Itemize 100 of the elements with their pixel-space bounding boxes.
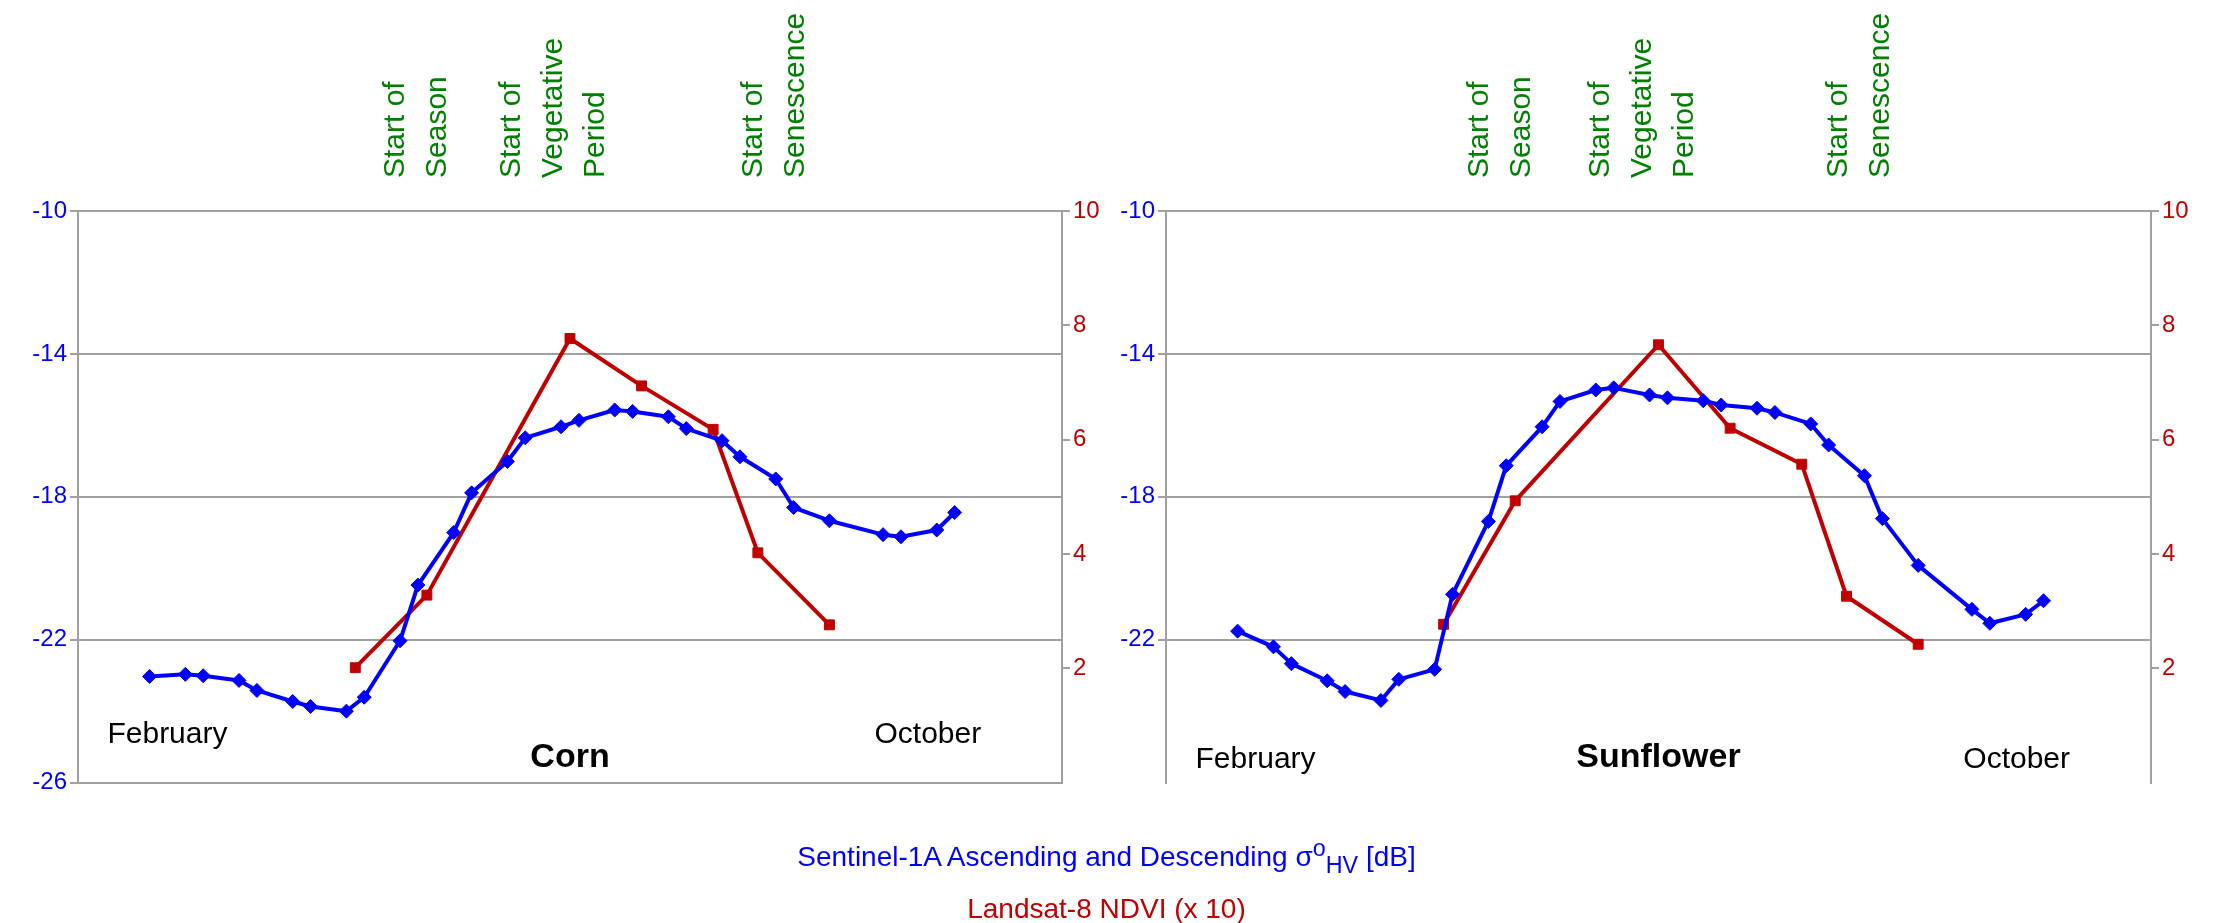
- y-tick-label: -26: [32, 767, 67, 795]
- y-tick-label: -22: [1120, 624, 1155, 652]
- point: [195, 668, 211, 684]
- point: [1695, 393, 1711, 409]
- point: [410, 577, 426, 593]
- point: [1391, 671, 1407, 687]
- point: [821, 513, 837, 529]
- point: [392, 633, 408, 649]
- point: [1373, 692, 1389, 708]
- point: [1767, 404, 1783, 420]
- point: [1856, 468, 1872, 484]
- point: [499, 453, 515, 469]
- x-tick-label: February: [107, 715, 228, 749]
- point: [1427, 661, 1443, 677]
- point: [1498, 458, 1514, 474]
- point: [231, 672, 247, 688]
- y-tick-label: -10: [32, 195, 67, 223]
- text: Sentinel-1A Ascending and Descending σ$^{o}$$_{HV}$ [dB]: [796, 834, 1417, 880]
- point: [446, 525, 462, 541]
- y2-tick-label: 2: [2162, 652, 2176, 680]
- point: [1445, 586, 1461, 602]
- text: Start of Senescence: [1820, 12, 1896, 178]
- point: [1964, 601, 1980, 617]
- point: [1606, 380, 1622, 396]
- text: Start of Vegetative Period: [1582, 37, 1700, 178]
- y2-tick-label: 2: [1073, 652, 1087, 680]
- y2-tick-label: 8: [2162, 309, 2176, 337]
- point: [1724, 422, 1736, 434]
- text: Landsat-8 NDVI (x 10): [966, 891, 1247, 923]
- point: [177, 666, 193, 682]
- point: [1552, 393, 1568, 409]
- point: [571, 412, 587, 428]
- point: [1588, 382, 1604, 398]
- point: [1841, 590, 1852, 602]
- y2-tick-label: 10: [2162, 195, 2189, 223]
- point: [1319, 673, 1335, 689]
- text: Start of Vegetative Period: [493, 37, 611, 178]
- x-tick-label: October: [874, 715, 982, 749]
- point: [768, 471, 784, 487]
- y-tick-label: -14: [32, 338, 67, 366]
- point: [823, 619, 835, 631]
- point: [1337, 684, 1353, 699]
- point: [1713, 397, 1729, 413]
- point: [929, 522, 945, 538]
- x-tick-label: October: [1963, 740, 2071, 774]
- point: [1912, 638, 1924, 650]
- point: [1803, 416, 1819, 432]
- point: [1509, 495, 1521, 507]
- point: [1910, 557, 1926, 573]
- point: [142, 669, 158, 684]
- point: [303, 699, 319, 715]
- point: [1230, 623, 1246, 639]
- y-tick-label: -18: [1120, 481, 1155, 509]
- point: [421, 589, 433, 601]
- point: [1642, 387, 1658, 403]
- point: [1265, 639, 1281, 655]
- point: [564, 333, 576, 344]
- point: [678, 421, 694, 437]
- point: [947, 505, 963, 521]
- point: [1659, 390, 1675, 406]
- point: [636, 380, 648, 392]
- point: [1796, 458, 1808, 470]
- text: Start of Senescence: [735, 12, 811, 178]
- point: [786, 500, 802, 516]
- y-tick-label: -10: [1120, 195, 1155, 223]
- point: [660, 409, 676, 425]
- point: [1534, 419, 1550, 435]
- point: [707, 423, 719, 435]
- y2-tick-label: 6: [2162, 424, 2176, 452]
- point: [1821, 437, 1837, 453]
- y2-tick-label: 8: [1073, 309, 1087, 337]
- text: Sunflower: [1576, 735, 1741, 774]
- point: [893, 529, 909, 545]
- text: Corn: [530, 735, 610, 774]
- y2-tick-label: 10: [1073, 195, 1100, 223]
- point: [553, 419, 569, 435]
- x-tick-label: February: [1195, 740, 1316, 774]
- y-tick-label: -14: [1120, 338, 1155, 366]
- point: [1982, 615, 1998, 631]
- point: [732, 449, 748, 465]
- y-tick-label: -22: [32, 624, 67, 652]
- point: [1874, 511, 1890, 527]
- point: [1749, 400, 1765, 416]
- point: [285, 694, 301, 709]
- point: [356, 689, 372, 705]
- y-tick-label: -18: [32, 481, 67, 509]
- point: [607, 402, 623, 418]
- text: Start of Season: [377, 76, 453, 178]
- point: [249, 682, 265, 698]
- point: [2036, 593, 2052, 609]
- y2-tick-label: 6: [1073, 424, 1087, 452]
- point: [752, 547, 764, 559]
- point: [625, 403, 641, 419]
- point: [464, 485, 480, 501]
- y2-tick-label: 4: [2162, 538, 2176, 566]
- point: [338, 703, 354, 719]
- text: Start of Season: [1461, 76, 1537, 178]
- point: [1283, 656, 1299, 672]
- point: [875, 527, 891, 543]
- point: [1480, 513, 1496, 529]
